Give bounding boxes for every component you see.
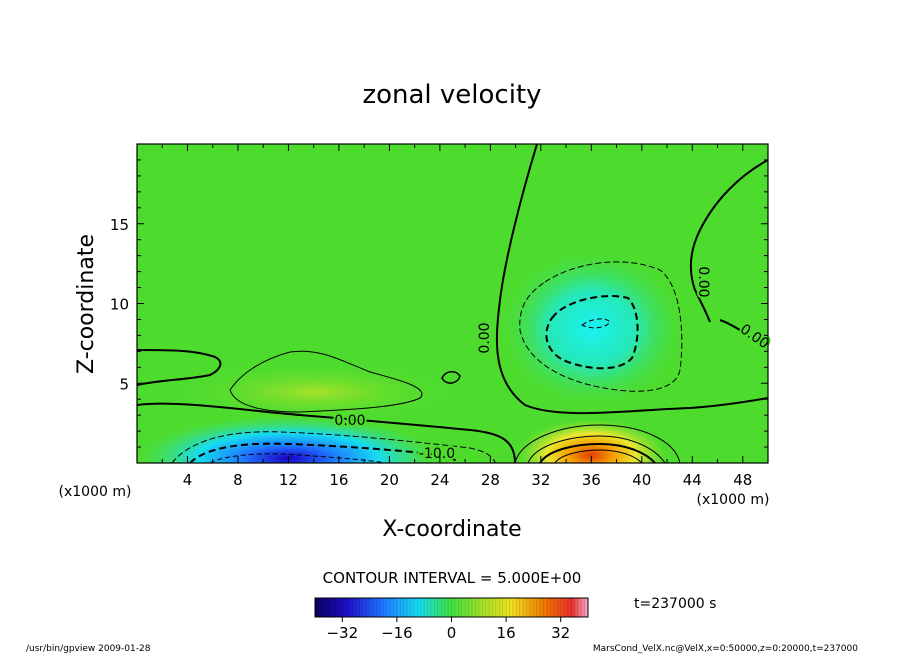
x-tick-label: 8 — [233, 471, 243, 489]
contour-zero-lower — [137, 402, 516, 463]
x-tick-label: 4 — [183, 471, 193, 489]
contour-zero-upper-right — [689, 159, 768, 323]
contour-positive-jet-15 — [539, 442, 656, 463]
y-tick-label: 10 — [110, 296, 129, 314]
x-axis-ticks: 4 8 12 16 20 24 28 32 36 40 44 48 — [161, 144, 752, 489]
contour-negative-10-bottom — [189, 442, 459, 463]
contour-negative-15-right — [581, 318, 611, 329]
contour-small-closed — [441, 371, 461, 384]
chart-title: zonal velocity — [362, 80, 541, 110]
colorbar-tick-label: 0 — [447, 624, 457, 642]
contour-label-minus-ten: -10.0 — [419, 446, 455, 462]
x-tick-label: 20 — [380, 471, 399, 489]
x-tick-label: 32 — [531, 471, 550, 489]
x-tick-label: 44 — [683, 471, 702, 489]
x-unit-left: (x1000 m) — [59, 484, 132, 500]
colorbar-tick-label: −16 — [381, 624, 413, 642]
footer-right: MarsCond_VelX.nc@VelX,x=0:50000,z=0:2000… — [593, 644, 858, 654]
colorbar-ticks: −32 −16 0 16 32 — [326, 617, 570, 642]
colorbar-tick-label: 32 — [551, 624, 570, 642]
x-tick-label: 36 — [582, 471, 601, 489]
contour-zero-left — [137, 349, 222, 386]
x-tick-label: 12 — [279, 471, 298, 489]
y-tick-label: 5 — [119, 375, 129, 393]
contour-positive-5-left — [229, 350, 423, 413]
y-axis-label: Z-coordinate — [74, 234, 99, 374]
contour-positive-jet-10 — [527, 435, 666, 463]
x-tick-label: 24 — [430, 471, 449, 489]
x-unit-right: (x1000 m) — [697, 492, 770, 508]
contour-label-zero-mid: 0.00 — [477, 322, 493, 353]
contour-negative-5-bottom — [171, 431, 496, 463]
contour-interval-label: CONTOUR INTERVAL = 5.000E+00 — [323, 569, 582, 587]
plot-area — [137, 144, 768, 463]
x-axis-label: X-coordinate — [382, 517, 521, 542]
y-axis-ticks: 5 10 15 — [110, 159, 768, 448]
colorbar-tick-label: 16 — [497, 624, 516, 642]
contour-label-zero-lower: 0.00 — [334, 413, 365, 429]
colorbar-tick-label: −32 — [326, 624, 358, 642]
contour-negative-jet-core — [209, 453, 386, 463]
contour-zero-mid-right — [719, 319, 768, 346]
contour-positive-jet-5 — [514, 424, 681, 463]
contour-negative-10-right — [545, 295, 639, 370]
time-label: t=237000 s — [634, 596, 716, 612]
contour-positive-jet-20 — [554, 449, 643, 463]
contour-zero-right — [495, 144, 768, 415]
contour-negative-5-right — [519, 261, 683, 392]
contour-label-zero-upper-right: 0.00 — [695, 266, 711, 297]
weak-positive-band — [170, 362, 460, 422]
footer-left: /usr/bin/gpview 2009-01-28 — [26, 644, 151, 654]
x-tick-label: 16 — [329, 471, 348, 489]
x-tick-label: 28 — [481, 471, 500, 489]
colorbar-stripes — [318, 598, 585, 617]
y-tick-label: 15 — [110, 216, 129, 234]
x-tick-label: 48 — [733, 471, 752, 489]
x-tick-label: 40 — [632, 471, 651, 489]
